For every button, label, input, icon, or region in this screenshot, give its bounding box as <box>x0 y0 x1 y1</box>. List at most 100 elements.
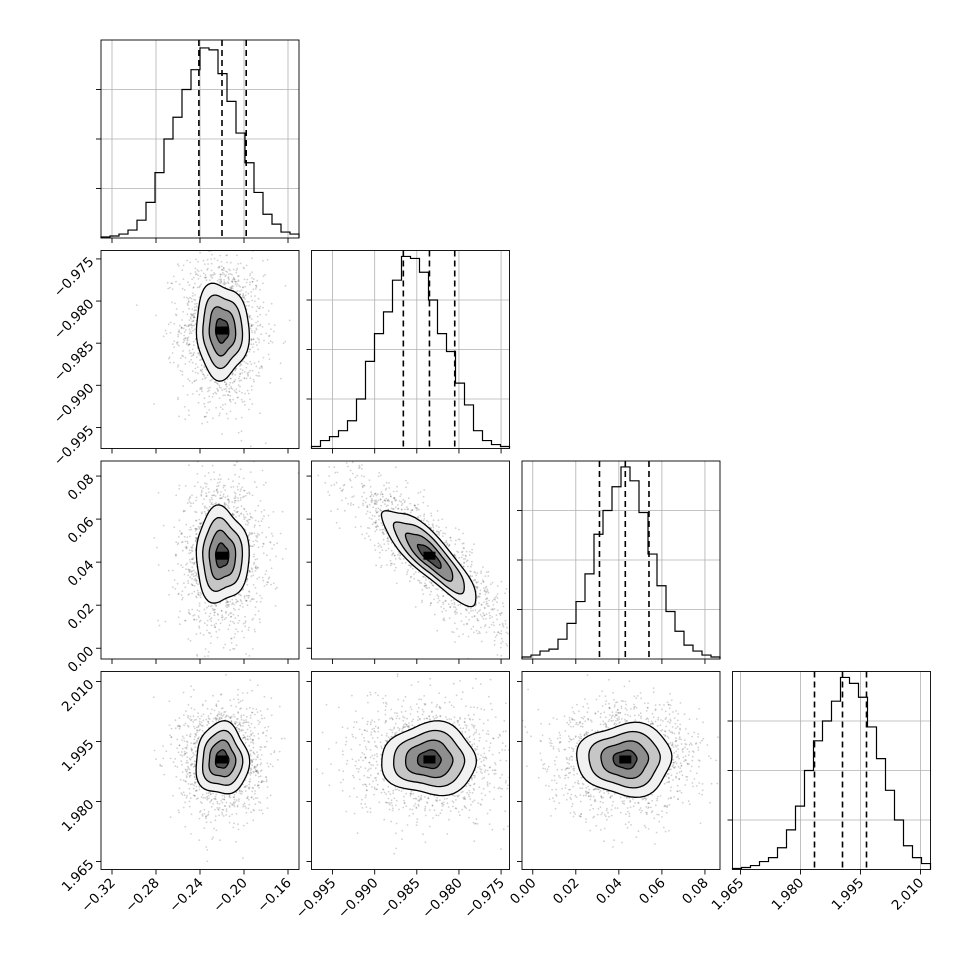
sample-point <box>199 594 201 597</box>
sample-point <box>243 736 246 739</box>
sample-point <box>417 579 419 582</box>
sample-point <box>221 269 224 271</box>
sample-point <box>190 570 193 573</box>
sample-point <box>419 514 422 517</box>
sample-point <box>205 606 208 609</box>
sample-point <box>206 258 209 261</box>
sample-point <box>365 497 368 500</box>
sample-point <box>427 520 430 523</box>
sample-point <box>245 580 248 583</box>
sample-point <box>194 735 196 738</box>
sample-point <box>243 636 246 639</box>
sample-point <box>190 323 193 326</box>
sample-point <box>504 592 506 595</box>
sample-point <box>218 481 221 484</box>
sample-point <box>182 310 185 313</box>
sample-point <box>418 580 421 582</box>
sample-point <box>336 471 339 474</box>
sample-point <box>464 558 467 560</box>
sample-point <box>200 593 203 595</box>
sample-point <box>194 577 197 580</box>
sample-point <box>230 637 233 640</box>
sample-point <box>225 412 228 415</box>
sample-point <box>221 408 224 411</box>
sample-point <box>175 314 178 317</box>
sample-point <box>476 587 478 590</box>
sample-point <box>179 357 182 359</box>
sample-point <box>196 533 198 535</box>
sample-point <box>205 415 208 418</box>
sample-point <box>492 621 495 624</box>
sample-point <box>484 575 487 577</box>
sample-point <box>216 279 219 282</box>
sample-point <box>247 371 250 374</box>
sample-point <box>237 275 240 277</box>
sample-point <box>256 558 259 560</box>
sample-point <box>250 339 253 342</box>
sample-point <box>269 541 272 544</box>
sample-point <box>366 506 368 508</box>
sample-point <box>210 635 213 638</box>
sample-point <box>245 281 248 284</box>
sample-point <box>369 495 372 498</box>
sample-point <box>181 319 184 321</box>
sample-point <box>240 488 242 490</box>
sample-point <box>215 502 218 504</box>
sample-point <box>262 306 264 309</box>
sample-point <box>220 714 223 716</box>
sample-point <box>175 554 177 556</box>
sample-point <box>374 521 377 524</box>
sample-point <box>361 482 363 485</box>
sample-point <box>237 614 240 617</box>
sample-point <box>237 688 240 691</box>
sample-point <box>266 258 269 261</box>
sample-point <box>242 587 245 590</box>
sample-point <box>225 616 227 619</box>
sample-point <box>187 301 190 304</box>
sample-point <box>248 626 250 629</box>
sample-point <box>275 555 277 558</box>
sample-point <box>246 797 248 799</box>
sample-point <box>240 716 243 719</box>
sample-point <box>270 567 273 570</box>
sample-point <box>226 417 229 420</box>
sample-point <box>385 487 388 490</box>
sample-point <box>230 615 233 618</box>
sample-point <box>477 581 479 583</box>
sample-point <box>383 533 385 535</box>
sample-point <box>193 316 195 319</box>
sample-point <box>220 497 223 500</box>
sample-point <box>223 665 225 667</box>
sample-point <box>196 579 198 582</box>
sample-point <box>228 268 230 271</box>
sample-point <box>483 601 485 604</box>
sample-point <box>191 314 194 317</box>
sample-point <box>401 502 404 505</box>
sample-point <box>390 495 392 498</box>
sample-point <box>187 611 190 614</box>
sample-point <box>242 692 244 694</box>
sample-point <box>501 640 504 643</box>
sample-point <box>252 338 255 341</box>
sample-point <box>189 613 191 615</box>
sample-point <box>234 495 237 497</box>
sample-point <box>200 512 203 515</box>
sample-point <box>239 290 241 293</box>
sample-point <box>205 815 207 818</box>
sample-point <box>173 340 176 342</box>
sample-point <box>235 601 238 604</box>
sample-point <box>255 374 258 377</box>
sample-point <box>212 417 214 420</box>
sample-point <box>195 528 198 530</box>
sample-point <box>216 382 218 385</box>
sample-point <box>435 588 438 590</box>
sample-point <box>208 409 211 411</box>
sample-point <box>180 564 183 567</box>
sample-point <box>455 608 458 611</box>
sample-point <box>223 446 225 448</box>
sample-point <box>225 599 228 601</box>
sample-point <box>462 633 464 635</box>
sample-point <box>188 360 191 363</box>
sample-point <box>217 490 219 493</box>
sample-point <box>261 367 264 369</box>
